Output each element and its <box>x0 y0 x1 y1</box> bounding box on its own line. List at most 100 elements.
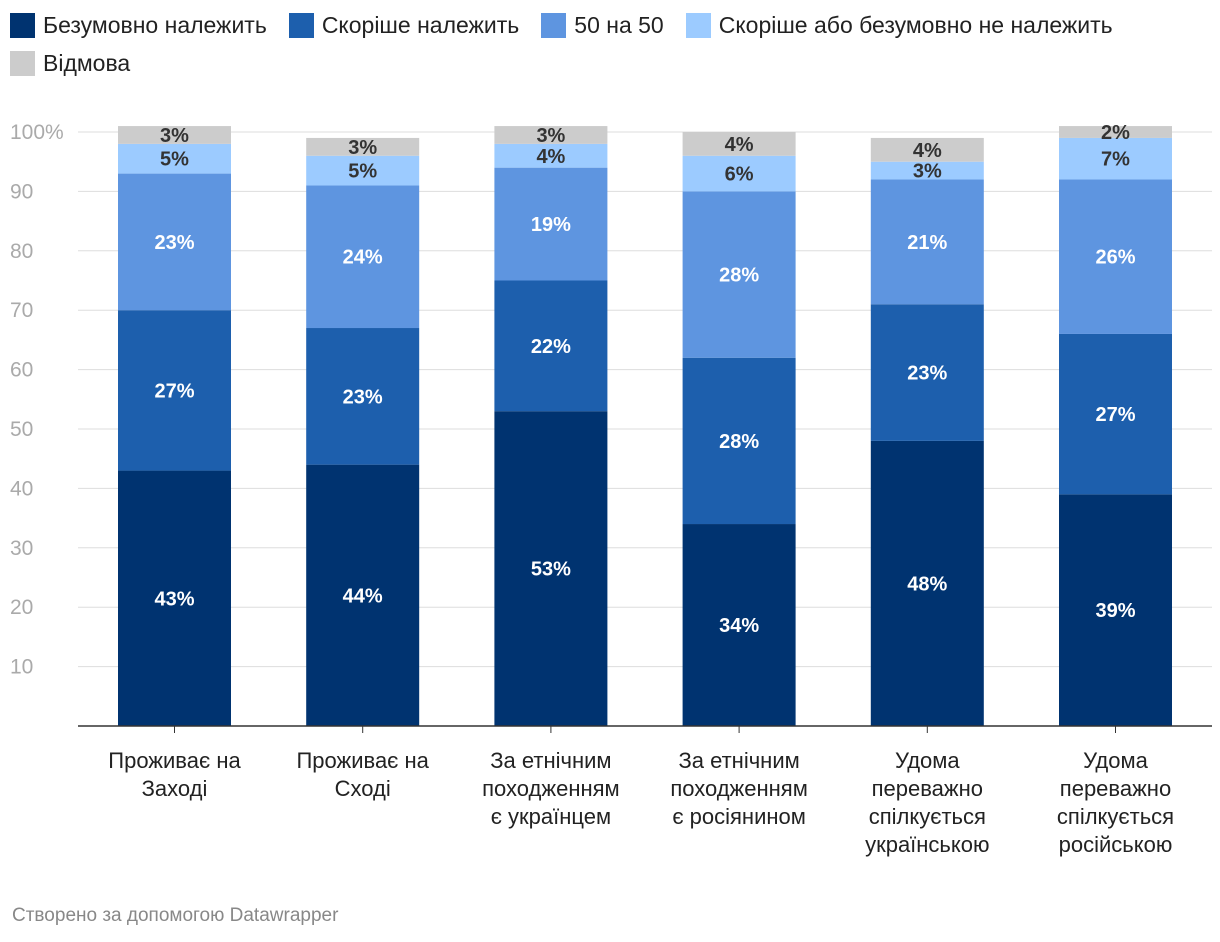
data-label: 43% <box>154 588 194 610</box>
data-label: 23% <box>154 232 194 254</box>
data-label: 23% <box>907 363 947 385</box>
data-label: 21% <box>907 232 947 254</box>
legend-label: Скоріше або безумовно не належить <box>718 12 1113 38</box>
data-label: 26% <box>1095 247 1135 269</box>
bar-segment <box>494 167 608 281</box>
bar-segment <box>870 179 984 305</box>
legend-item: Скоріше належить <box>288 10 520 40</box>
bar-segment <box>118 126 231 144</box>
y-tick-label: 30 <box>10 537 33 560</box>
category-label: переважно <box>1060 776 1171 801</box>
category-label: походженням <box>482 776 620 801</box>
category-label: українською <box>865 832 989 857</box>
data-label: 48% <box>907 573 947 595</box>
category-label: спілкується <box>869 804 986 829</box>
category-label: Удома <box>895 748 960 773</box>
bar-segment <box>306 185 420 329</box>
bar-segment <box>118 143 231 174</box>
credit-text[interactable]: Створено за допомогою Datawrapper <box>12 905 339 926</box>
legend-label: 50 на 50 <box>574 12 664 38</box>
legend-item: Відмова <box>10 48 130 78</box>
category-label: За етнічним <box>490 748 611 773</box>
bar-segment <box>306 137 420 156</box>
data-label: 22% <box>531 336 571 358</box>
bar-segment <box>494 280 608 412</box>
category-label: Проживає на <box>296 748 429 773</box>
data-label: 6% <box>725 164 754 186</box>
y-tick-label: 10 <box>10 656 33 679</box>
data-label: 27% <box>1095 404 1135 426</box>
data-label: 27% <box>154 380 194 402</box>
bar-segment <box>1059 333 1172 495</box>
legend-label: Безумовно належить <box>43 12 267 38</box>
bar-segment <box>306 328 420 465</box>
legend: Безумовно належить Скоріше належить 50 на … <box>10 10 1210 78</box>
bar-segment <box>1059 179 1172 334</box>
bar-segment <box>118 310 231 471</box>
bar-segment <box>494 143 608 168</box>
data-label: 39% <box>1095 600 1135 622</box>
category-label: походженням <box>670 776 808 801</box>
bar-segment <box>118 173 231 311</box>
legend-label: Відмова <box>43 50 131 76</box>
bar-segment <box>682 524 796 726</box>
bar-segment <box>118 470 231 726</box>
legend-item: 50 на 50 <box>541 10 664 40</box>
data-label: 4% <box>725 134 754 156</box>
y-tick-label: 100% <box>10 121 64 144</box>
bar-segment <box>1059 126 1172 138</box>
category-label: є росіянином <box>672 804 806 829</box>
data-label: 23% <box>343 386 383 408</box>
y-tick-label: 90 <box>10 180 33 203</box>
data-label: 34% <box>719 615 759 637</box>
data-label: 3% <box>160 125 189 147</box>
data-label: 2% <box>1101 122 1130 144</box>
category-label: Удома <box>1083 748 1148 773</box>
y-tick-label: 70 <box>10 299 33 322</box>
category-label: є українцем <box>491 804 611 829</box>
data-label: 4% <box>913 140 942 162</box>
legend-swatch <box>10 50 35 76</box>
bar-segment <box>682 132 796 156</box>
bar-segment <box>1059 137 1172 180</box>
category-label: За етнічним <box>678 748 799 773</box>
bar-segment <box>870 161 984 180</box>
y-tick-label: 40 <box>10 477 33 500</box>
legend-item: Безумовно належить <box>10 10 267 40</box>
bar-segment <box>494 411 608 726</box>
y-tick-label: 50 <box>10 418 33 441</box>
data-label: 19% <box>531 214 571 236</box>
bar-segment <box>494 126 608 144</box>
data-label: 44% <box>343 585 383 607</box>
stacked-bar-chart: 102030405060708090100%43%27%23%5%3%Прожи… <box>10 121 1212 857</box>
data-label: 28% <box>719 431 759 453</box>
data-label: 3% <box>348 137 377 159</box>
data-label: 3% <box>536 125 565 147</box>
bar-segment <box>306 464 420 726</box>
bar-segment <box>682 357 796 525</box>
data-label: 3% <box>913 161 942 183</box>
data-label: 5% <box>348 161 377 183</box>
category-label: Сході <box>335 776 391 801</box>
bar-segment <box>870 137 984 162</box>
data-label: 7% <box>1101 149 1130 171</box>
data-label: 28% <box>719 265 759 287</box>
y-tick-label: 80 <box>10 240 33 263</box>
bar-segment <box>306 155 420 186</box>
category-label: Проживає на <box>108 748 241 773</box>
category-label: Заході <box>142 776 208 801</box>
legend-swatch <box>10 12 35 38</box>
bar-segment <box>1059 494 1172 726</box>
legend-item: Скоріше або безумовно не належить <box>685 10 1113 40</box>
bar-segment <box>682 191 796 358</box>
y-tick-label: 20 <box>10 596 33 619</box>
bar-segment <box>870 440 984 726</box>
legend-label: Скоріше належить <box>321 12 520 38</box>
category-label: російською <box>1059 832 1173 857</box>
y-tick-label: 60 <box>10 359 33 382</box>
legend-swatch <box>541 12 567 38</box>
bar-segment <box>870 304 984 441</box>
category-label: спілкується <box>1057 804 1174 829</box>
legend-swatch <box>288 12 314 38</box>
data-label: 4% <box>536 146 565 168</box>
